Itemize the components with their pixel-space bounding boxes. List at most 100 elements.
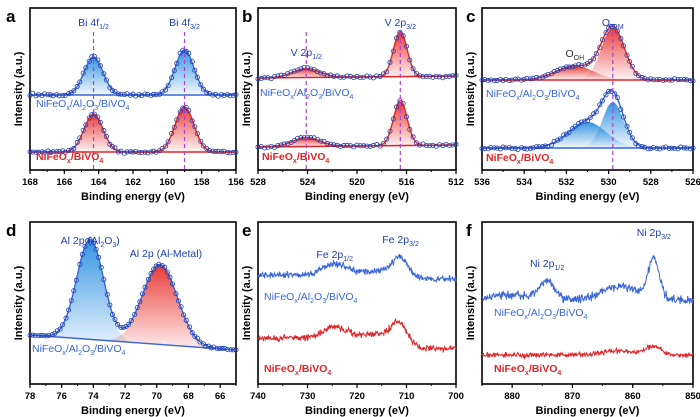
data-point [660, 77, 666, 83]
data-point [639, 144, 645, 150]
data-point [587, 58, 593, 64]
data-point [629, 135, 635, 141]
data-point [233, 149, 239, 155]
peak-fill [258, 33, 456, 78]
data-point [681, 77, 687, 83]
data-point [288, 69, 294, 75]
peak-label: Fe 2p1/2 [316, 249, 353, 263]
data-point [74, 139, 80, 145]
data-point [367, 143, 373, 149]
peak-label: OOH [566, 48, 585, 62]
data-point [304, 134, 310, 140]
data-point [39, 149, 45, 155]
data-point [576, 121, 582, 127]
data-point [561, 132, 567, 138]
data-point [606, 88, 612, 94]
series-label: NiFeOx/Al2O3/BiVO4 [264, 291, 358, 305]
data-point [443, 73, 449, 79]
data-point [137, 299, 143, 305]
data-point [164, 269, 170, 275]
data-point [328, 141, 334, 147]
peak-fill [30, 239, 236, 350]
data-point [227, 150, 233, 156]
data-point [230, 347, 236, 353]
data-point [591, 56, 597, 62]
data-point [524, 146, 530, 152]
data-point [624, 52, 630, 58]
data-point [331, 74, 337, 80]
data-point [384, 69, 390, 75]
data-point [344, 73, 350, 79]
data-point [427, 73, 433, 79]
data-point [341, 74, 347, 80]
data-point [265, 144, 271, 150]
data-point [341, 143, 347, 149]
data-point [97, 63, 103, 69]
data-point [384, 136, 390, 142]
data-point [521, 145, 527, 151]
data-point [136, 92, 142, 98]
data-point [318, 70, 324, 76]
data-point [210, 148, 216, 154]
data-point [599, 98, 605, 104]
data-point [618, 106, 624, 112]
data-point [189, 118, 195, 124]
data-point [377, 74, 383, 80]
data-point [165, 83, 171, 89]
panel-e: e 740 730 720 710 700 Binding energy (eV) Inten… [241, 221, 464, 417]
data-point [233, 347, 239, 353]
data-point [407, 126, 413, 132]
data-point [361, 143, 367, 149]
data-point [148, 149, 154, 155]
data-point [142, 284, 148, 290]
data-point [183, 317, 189, 323]
data-point [121, 324, 127, 330]
data-point [139, 149, 145, 155]
x-tick-label: 730 [300, 391, 316, 402]
data-point [271, 74, 277, 80]
data-point [127, 92, 133, 98]
data-point [488, 144, 494, 150]
data-point [177, 50, 183, 56]
data-point [200, 86, 206, 92]
data-point [427, 143, 433, 149]
data-point [95, 114, 101, 120]
x-axis-label: Binding energy (eV) [81, 191, 185, 203]
data-point [576, 62, 582, 68]
x-tick-label: 530 [601, 177, 617, 188]
data-point [578, 119, 584, 125]
peak-fill [482, 122, 693, 148]
data-point [512, 145, 518, 151]
data-point [77, 135, 83, 141]
panel-letter: d [6, 221, 16, 240]
data-point [557, 66, 563, 72]
data-point [331, 142, 337, 148]
data-point [48, 150, 54, 156]
data-point [194, 335, 200, 341]
data-point [354, 74, 360, 80]
baseline [29, 334, 237, 351]
data-point [443, 142, 449, 148]
data-point [614, 95, 620, 101]
data-point [344, 142, 350, 148]
data-point [585, 118, 591, 124]
data-point [83, 65, 89, 71]
data-point [74, 83, 80, 89]
data-point [230, 149, 236, 155]
data-point [118, 91, 124, 97]
data-point [527, 145, 533, 151]
data-point [171, 124, 177, 130]
data-point [52, 330, 58, 336]
data-point [542, 143, 548, 149]
data-point [361, 74, 367, 80]
data-point [275, 143, 281, 149]
data-point [107, 302, 113, 308]
data-point [417, 142, 423, 148]
data-point [687, 78, 693, 84]
data-point [278, 72, 284, 78]
data-point [30, 149, 36, 155]
data-point [635, 143, 641, 149]
data-point [151, 148, 157, 154]
data-point [423, 142, 429, 148]
